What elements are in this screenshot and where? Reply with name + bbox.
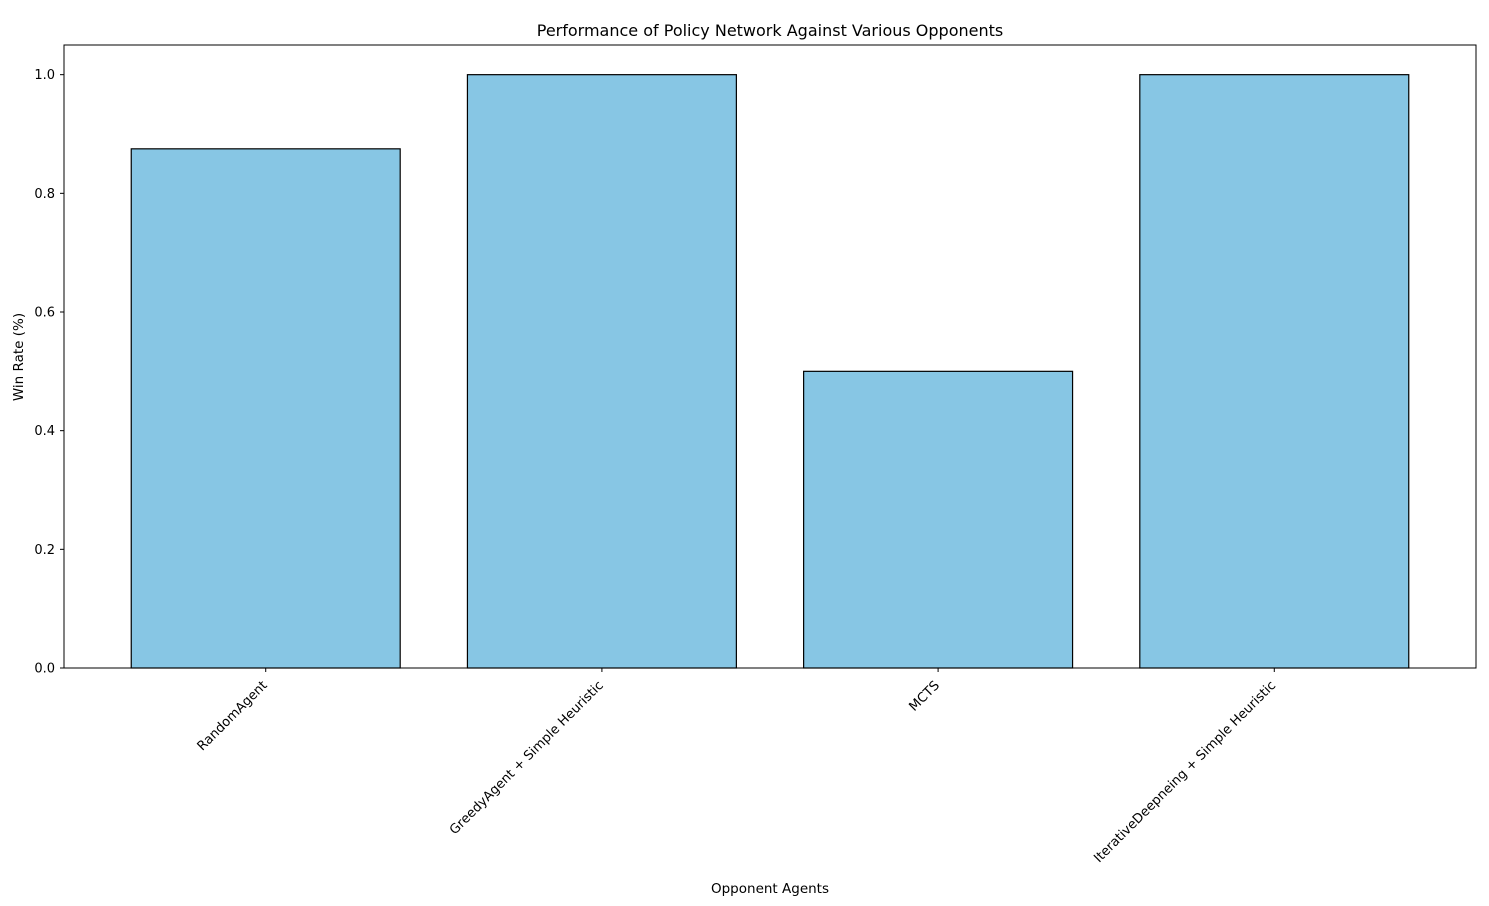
y-tick-label: 0.2 [34,543,55,558]
y-tick-label: 1.0 [34,68,55,83]
y-axis-ticks: 0.0 0.2 0.4 0.6 0.8 1.0 [34,68,64,677]
chart-title: Performance of Policy Network Against Va… [537,21,1003,40]
x-tick-label: IterativeDeepneing + Simple Heuristic [1091,678,1279,866]
x-tick-label: GreedyAgent + Simple Heuristic [447,678,607,838]
bar-2 [466,74,737,669]
x-tick-label: MCTS [907,678,943,714]
y-axis-label: Win Rate (%) [11,313,27,401]
x-tick-label: RandomAgent [195,678,271,754]
x-axis-label: Opponent Agents [711,881,829,897]
bars-layer [130,74,1410,669]
y-tick-label: 0.4 [34,424,55,439]
bar-1 [130,148,401,669]
bar-4 [1139,74,1410,669]
y-tick-label: 0.8 [34,187,55,202]
x-axis-ticks: RandomAgent GreedyAgent + Simple Heuristi… [195,668,1279,866]
y-tick-label: 0.0 [34,662,55,677]
y-tick-label: 0.6 [34,306,55,321]
bar-3 [803,370,1074,669]
plot-frame [63,44,1477,669]
